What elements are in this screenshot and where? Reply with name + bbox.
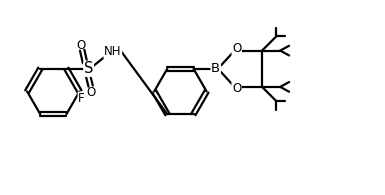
Text: B: B	[211, 62, 220, 75]
Text: F: F	[78, 92, 85, 105]
Text: O: O	[232, 42, 241, 55]
Text: O: O	[76, 39, 85, 52]
Text: S: S	[84, 61, 93, 76]
Text: NH: NH	[104, 45, 122, 58]
Text: O: O	[232, 82, 241, 95]
Text: O: O	[86, 86, 95, 99]
